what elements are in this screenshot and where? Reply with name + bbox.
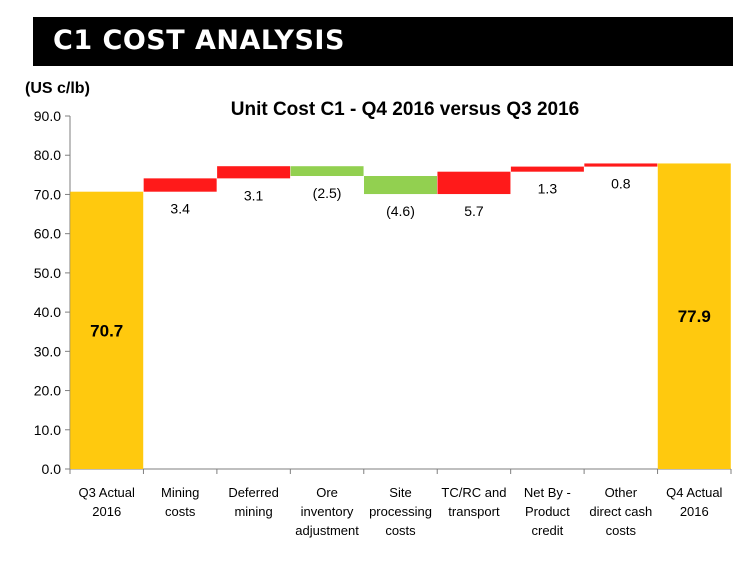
x-tick-label: mining — [234, 504, 272, 519]
y-tick-label: 0.0 — [42, 461, 62, 477]
x-tick-label: processing — [369, 504, 432, 519]
x-tick-label: direct cash — [589, 504, 652, 519]
x-tick-label: Mining — [161, 485, 199, 500]
x-tick-label: Net By - — [524, 485, 571, 500]
y-tick-label: 70.0 — [34, 186, 61, 202]
x-tick-label: 2016 — [92, 504, 121, 519]
y-axis-unit-label: (US c/lb) — [25, 80, 90, 97]
x-tick-label: credit — [531, 523, 563, 538]
y-tick-label: 80.0 — [34, 147, 61, 163]
plot-area: 0.0 10.0 20.0 30.0 40.0 50.0 60.0 70.0 80.0 90.0 7… — [34, 108, 732, 538]
y-tick-label: 90.0 — [34, 108, 61, 124]
data-label: 70.7 — [90, 321, 123, 340]
bar-total — [70, 191, 144, 469]
bar-decrease — [290, 166, 364, 177]
header-banner: C1 COST ANALYSIS — [33, 17, 733, 66]
y-tick-label: 30.0 — [34, 343, 61, 359]
y-tick-label: 20.0 — [34, 383, 61, 399]
data-label: 1.3 — [538, 181, 558, 197]
data-label: 5.7 — [464, 203, 484, 219]
x-tick-label: Ore — [316, 485, 338, 500]
x-tick-label: Site — [389, 485, 411, 500]
x-tick-label: Q3 Actual — [79, 485, 135, 500]
x-tick-label: costs — [606, 523, 637, 538]
x-tick-label: costs — [385, 523, 416, 538]
bar-total — [657, 163, 731, 469]
bar-increase — [217, 166, 291, 179]
data-label: 3.4 — [170, 201, 190, 217]
data-label: 77.9 — [678, 307, 711, 326]
y-tick-label: 10.0 — [34, 422, 61, 438]
bar-increase — [143, 178, 217, 192]
x-tick-label: Product — [525, 504, 570, 519]
y-tick-label: 60.0 — [34, 226, 61, 242]
x-tick-label: inventory — [301, 504, 354, 519]
x-tick-label: costs — [165, 504, 196, 519]
x-tick-label: Deferred — [228, 485, 279, 500]
data-label: (2.5) — [313, 185, 342, 201]
y-tick-label: 50.0 — [34, 265, 61, 281]
y-tick-label: 40.0 — [34, 304, 61, 320]
page-title: C1 COST ANALYSIS — [53, 25, 345, 56]
x-tick-label: Q4 Actual — [666, 485, 722, 500]
data-label: (4.6) — [386, 203, 415, 219]
bar-increase — [510, 166, 584, 172]
x-tick-label: Other — [605, 485, 638, 500]
data-label: 3.1 — [244, 187, 264, 203]
chart-title: Unit Cost C1 - Q4 2016 versus Q3 2016 — [231, 99, 580, 120]
x-tick-label: adjustment — [295, 523, 359, 538]
x-tick-label: TC/RC and — [441, 485, 506, 500]
bar-increase — [437, 171, 511, 195]
data-label: 0.8 — [611, 176, 631, 192]
x-tick-label: transport — [448, 504, 500, 519]
bar-decrease — [364, 176, 437, 195]
bar-increase — [584, 163, 658, 167]
x-tick-label: 2016 — [680, 504, 709, 519]
